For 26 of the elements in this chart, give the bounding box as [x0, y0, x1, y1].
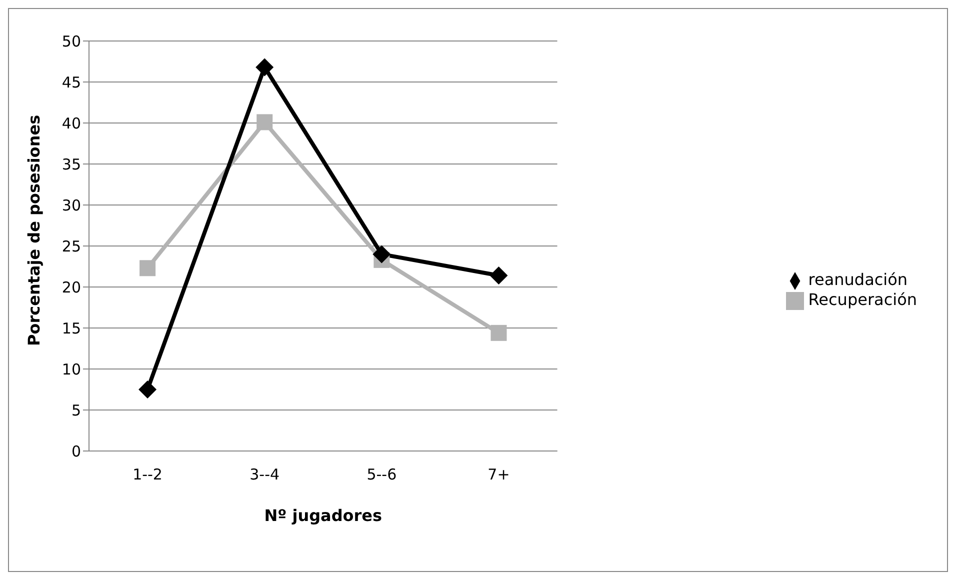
point [138, 380, 157, 398]
point [490, 324, 507, 341]
y-tick-label: 0 [71, 442, 81, 460]
x-tick-label: 7+ [488, 466, 510, 484]
y-tick-label: 15 [62, 319, 81, 338]
x-tick-label: 5--6 [366, 466, 397, 484]
y-tick-label: 40 [62, 114, 81, 132]
y-tick-label: 10 [62, 360, 81, 378]
x-tick-label: 1--2 [132, 466, 162, 484]
point [256, 58, 274, 76]
y-tick-label: 25 [62, 237, 81, 256]
x-axis-title: Nº jugadores [264, 506, 382, 525]
point [256, 114, 273, 130]
point [490, 266, 508, 285]
y-tick-label: 35 [62, 155, 81, 174]
point [372, 245, 391, 264]
y-tick-label: 50 [62, 32, 81, 50]
x-tick-label: 3--4 [250, 466, 280, 484]
y-axis-title: Porcentaje de posesiones [24, 114, 44, 346]
y-tick-label: 30 [62, 196, 81, 214]
y-tick-label: 5 [71, 401, 81, 420]
y-tick-label: 45 [62, 73, 81, 92]
legend-label: Recuperación [808, 290, 917, 309]
legend-label: reanudación [808, 270, 908, 290]
y-tick-label: 20 [62, 278, 81, 296]
point [140, 260, 156, 276]
